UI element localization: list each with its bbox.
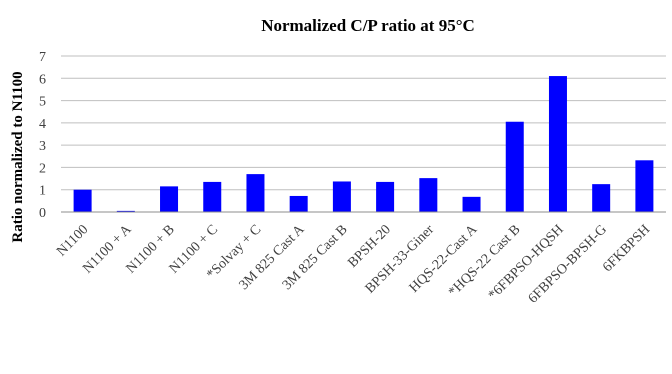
bar (376, 181, 395, 212)
y-tick-label: 1 (39, 184, 46, 199)
x-tick-label: 6FBPSO-BPSH-G (526, 222, 610, 306)
gridlines (61, 55, 666, 191)
y-tick-label: 7 (39, 50, 46, 65)
bar (592, 184, 611, 212)
bar (203, 181, 222, 212)
bars (73, 76, 654, 212)
y-tick-labels: 0 1 2 3 4 5 6 7 (39, 50, 46, 221)
bar (419, 178, 438, 212)
bar (116, 210, 135, 212)
bar (505, 121, 524, 212)
bar (635, 160, 654, 212)
y-axis-label: Ratio normalized to N1100 (10, 71, 26, 242)
x-tick-label: 6FKBPSH (600, 222, 653, 275)
x-tick-label: *6FBPSO-HQSH (486, 222, 567, 303)
chart-title: Normalized C/P ratio at 95°C (261, 16, 475, 35)
bar (160, 186, 179, 212)
bar (289, 195, 308, 212)
x-tick-label: N1100 (54, 222, 91, 259)
y-tick-label: 2 (39, 161, 46, 176)
y-tick-label: 0 (39, 206, 46, 221)
y-tick-label: 4 (39, 117, 46, 132)
bar (73, 189, 92, 212)
bar (332, 181, 351, 212)
y-tick-label: 5 (39, 95, 46, 110)
bar (246, 174, 265, 212)
bar (548, 76, 567, 212)
y-tick-label: 6 (39, 72, 46, 87)
y-tick-label: 3 (39, 139, 46, 154)
bar (462, 196, 481, 212)
